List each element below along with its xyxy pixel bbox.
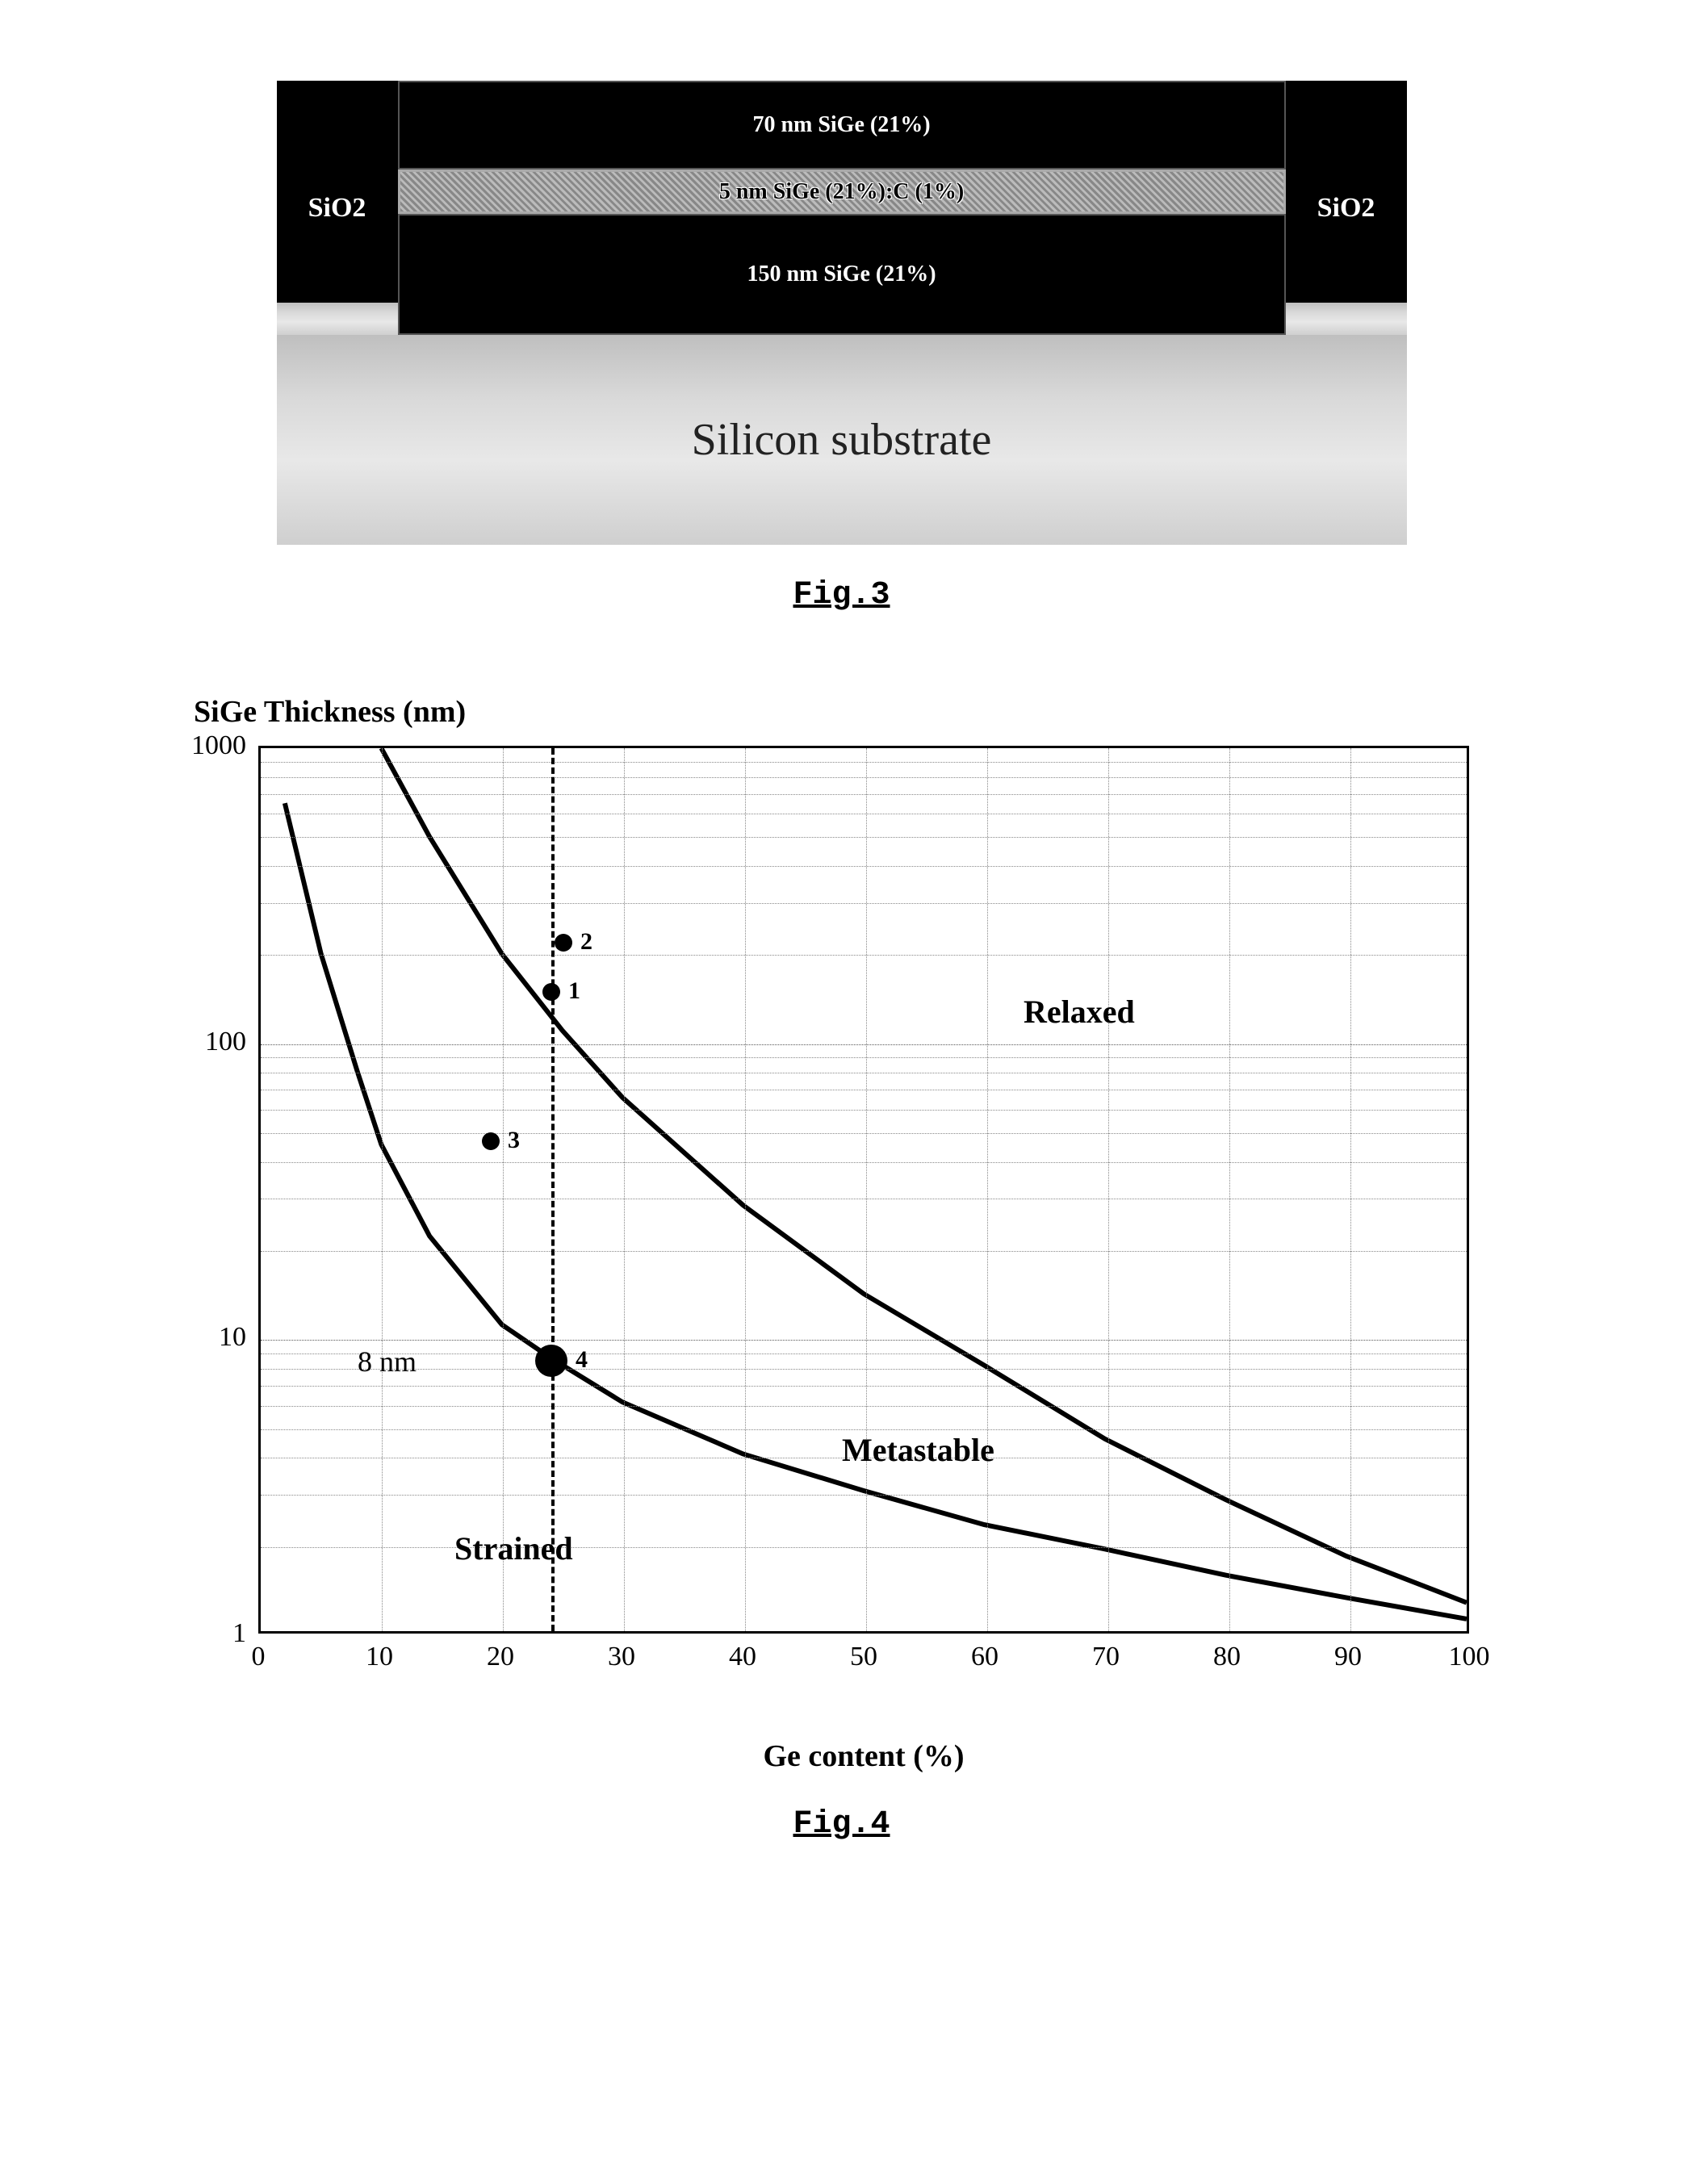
data-point-3 [482, 1132, 500, 1150]
gridline-h [261, 903, 1467, 904]
gridline-h [261, 837, 1467, 838]
y-axis: 1101001000 [161, 746, 258, 1634]
gridline-v [1108, 748, 1109, 1631]
sio2-left-label: SiO2 [277, 81, 398, 335]
gridline-v [624, 748, 625, 1631]
data-point-4 [535, 1345, 567, 1377]
gridline-h [261, 1495, 1467, 1496]
gridline-h-major [261, 1340, 1467, 1341]
y-tick-label: 10 [219, 1322, 246, 1353]
gridline-h [261, 762, 1467, 763]
x-tick-label: 60 [971, 1642, 998, 1672]
x-tick-label: 50 [850, 1642, 877, 1672]
plot-area: 12 3 4 Relaxed Metastable Strained 8 nm [258, 746, 1469, 1634]
x-tick-label: 80 [1213, 1642, 1241, 1672]
figure-4-caption: Fig.4 [161, 1806, 1522, 1843]
layer-bottom: 150 nm SiGe (21%) [398, 214, 1286, 335]
layer-mid: 5 nm SiGe (21%):C (1%) [398, 169, 1286, 214]
data-point-label-2: 2 [580, 928, 592, 956]
y-axis-title: SiGe Thickness (nm) [194, 694, 1522, 730]
gridline-v [503, 748, 504, 1631]
x-tick-label: 30 [608, 1642, 635, 1672]
gridline-h [261, 1429, 1467, 1430]
y-tick-label: 100 [205, 1027, 246, 1057]
gridline-h [261, 1110, 1467, 1111]
x-tick-label: 20 [487, 1642, 514, 1672]
y-tick-label: 1000 [191, 730, 246, 761]
gridline-h [261, 777, 1467, 778]
gridline-h [261, 794, 1467, 795]
x-axis: 0102030405060708090100 [258, 1642, 1469, 1682]
region-label-strained: Strained [454, 1529, 573, 1567]
data-point-label-4: 4 [576, 1346, 588, 1374]
x-tick-label: 40 [729, 1642, 756, 1672]
annotation-8nm: 8 nm [358, 1345, 417, 1379]
figure-4: SiGe Thickness (nm) 1101001000 1234Relax… [161, 694, 1522, 1843]
gridline-v [745, 748, 746, 1631]
gridline-h [261, 1547, 1467, 1548]
gridline-v [382, 748, 383, 1631]
gridline-h [261, 1369, 1467, 1370]
data-point-1 [542, 983, 560, 1001]
substrate-label: Silicon substrate [692, 414, 992, 466]
dashed-vertical-line [551, 748, 555, 1631]
gridline-h [261, 866, 1467, 867]
gridline-h [261, 1057, 1467, 1058]
data-point-2 [555, 934, 572, 952]
region-label-metastable: Metastable [842, 1431, 994, 1469]
data-point-label-1: 1 [568, 977, 580, 1005]
data-point-label-3: 3 [508, 1127, 520, 1154]
substrate-layer: Silicon substrate [277, 335, 1407, 545]
y-tick-label: 1 [232, 1618, 246, 1649]
gridline-h [261, 1251, 1467, 1252]
sio2-right-label: SiO2 [1286, 81, 1407, 335]
gridline-h [261, 1406, 1467, 1407]
lower-curve [285, 803, 1467, 1619]
figure-3-caption: Fig.3 [161, 577, 1522, 613]
x-tick-label: 100 [1449, 1642, 1490, 1672]
x-tick-label: 90 [1334, 1642, 1362, 1672]
x-tick-label: 70 [1092, 1642, 1120, 1672]
x-axis-title: Ge content (%) [258, 1738, 1469, 1774]
gridline-v [866, 748, 867, 1631]
gridline-v [987, 748, 988, 1631]
gridline-h [261, 1386, 1467, 1387]
gridline-h [261, 955, 1467, 956]
gridline-h [261, 1162, 1467, 1163]
x-tick-label: 0 [252, 1642, 266, 1672]
x-tick-label: 10 [366, 1642, 393, 1672]
gridline-v [1229, 748, 1230, 1631]
gridline-h-major [261, 1044, 1467, 1045]
region-label-relaxed: Relaxed [1024, 993, 1135, 1031]
curves-svg [261, 748, 1467, 1631]
gridline-h [261, 1353, 1467, 1354]
upper-curve [381, 748, 1467, 1603]
gridline-h [261, 1133, 1467, 1134]
figure-3: 70 nm SiGe (21%) 5 nm SiGe (21%):C (1%) … [161, 81, 1522, 613]
gridline-v [1350, 748, 1351, 1631]
cross-section-diagram: 70 nm SiGe (21%) 5 nm SiGe (21%):C (1%) … [277, 81, 1407, 545]
layer-top: 70 nm SiGe (21%) [398, 81, 1286, 169]
